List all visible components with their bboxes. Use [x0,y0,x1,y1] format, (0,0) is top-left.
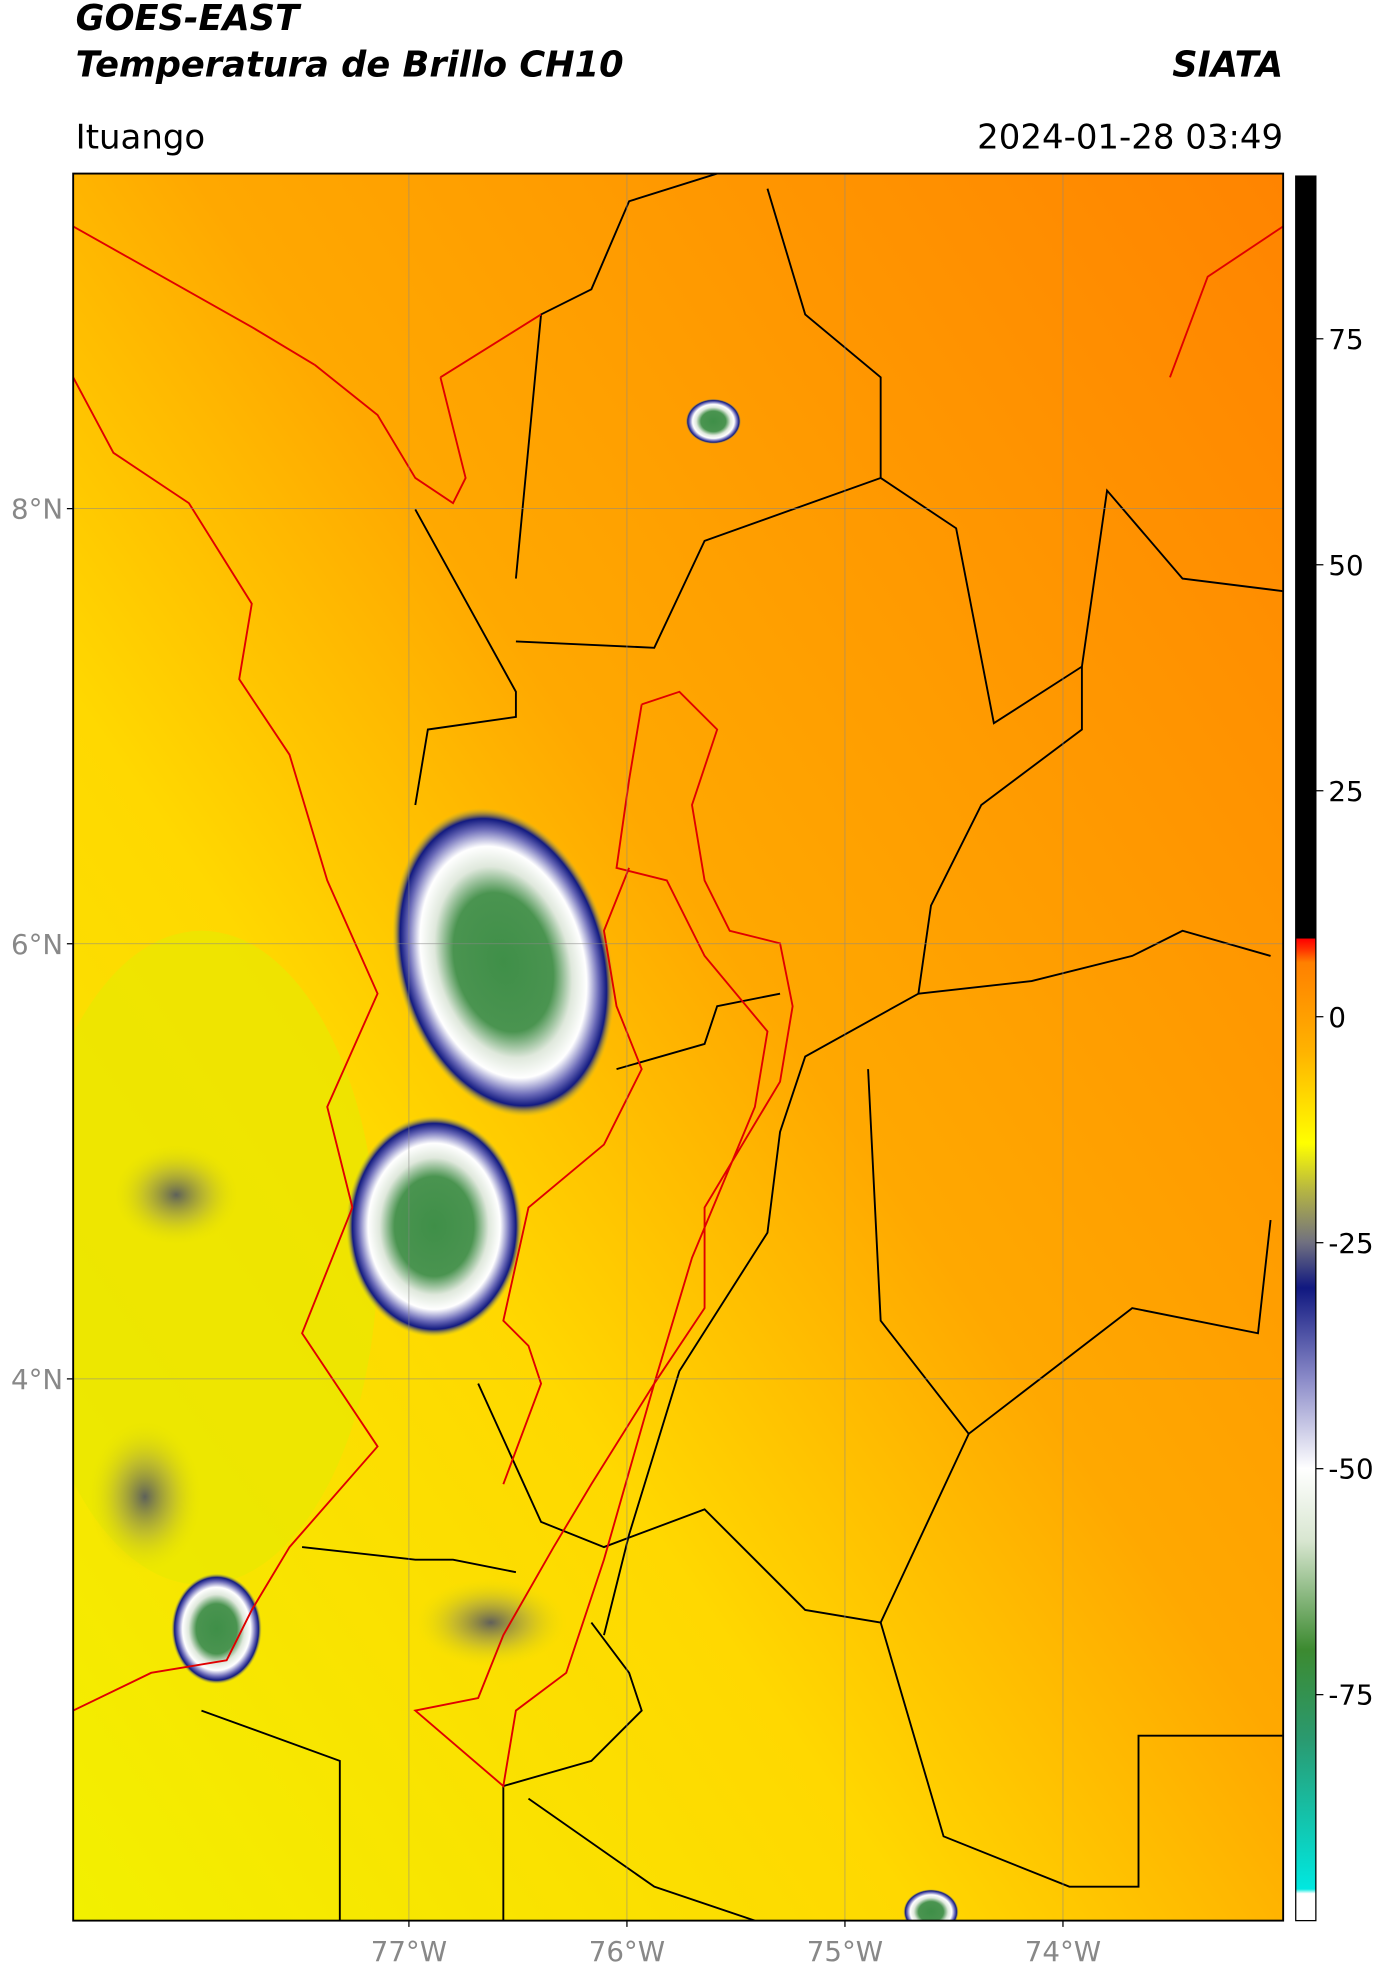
title-line2: Temperatura de Brillo CH10 [76,45,624,86]
colorbar-label: -25 [1328,1227,1373,1260]
lat-label: 4°N [11,1363,63,1396]
colorbar-label: 50 [1328,549,1363,582]
lat-label: 8°N [11,493,63,526]
lat-label: 6°N [11,928,63,961]
colorbar-label: -75 [1328,1679,1373,1712]
datetime: 2024-01-28 03:49 [977,117,1283,157]
colorbar-label: -50 [1328,1453,1373,1486]
colorbar-label: 75 [1328,323,1363,356]
colorbar [1295,175,1317,1922]
location: Ituango [76,117,206,157]
lon-label: 74°W [1025,1935,1101,1968]
map-frame [72,172,1285,1922]
lon-label: 76°W [589,1935,665,1968]
title-line1: GOES-EAST [76,0,302,39]
lon-label: 77°W [371,1935,447,1968]
brand: SIATA [1172,45,1283,86]
colorbar-label: 25 [1328,775,1363,808]
lon-label: 75°W [807,1935,883,1968]
colorbar-label: 0 [1328,1001,1346,1034]
map-image [73,173,1284,1921]
